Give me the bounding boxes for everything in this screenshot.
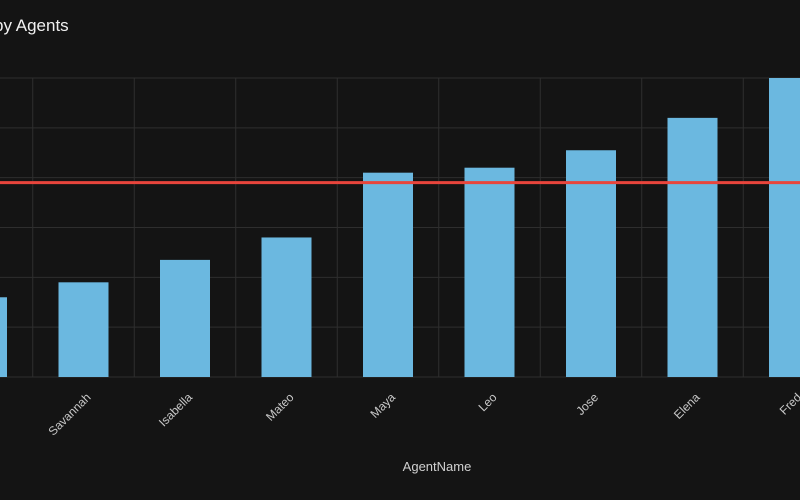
x-tick-label: Savannah bbox=[46, 390, 94, 438]
bar-isabella bbox=[160, 259, 210, 377]
x-tick-label: Elena bbox=[671, 390, 703, 422]
x-tick-label: Jose bbox=[573, 390, 601, 418]
bars-group bbox=[0, 78, 800, 377]
x-tick-labels: Savannah Isabella Mateo Maya Leo Jose Elena Fre… bbox=[46, 390, 800, 438]
bar-savannah bbox=[58, 282, 109, 377]
bar-leo bbox=[464, 167, 515, 377]
chart-title: by Agents bbox=[0, 16, 69, 35]
x-tick-label: Isabella bbox=[156, 390, 195, 429]
bar-maya bbox=[363, 172, 413, 377]
x-tick-label: Fred bbox=[777, 390, 800, 417]
bar-jose bbox=[566, 150, 616, 377]
bar-unlabeled bbox=[0, 297, 7, 377]
x-tick-label: Maya bbox=[367, 390, 398, 421]
x-tick-label: Leo bbox=[476, 390, 500, 414]
bar-fred bbox=[769, 78, 800, 377]
x-tick-label: Mateo bbox=[263, 390, 297, 424]
bar-mateo bbox=[261, 237, 312, 377]
bar-elena bbox=[667, 117, 718, 377]
x-axis-title: AgentName bbox=[403, 459, 472, 474]
